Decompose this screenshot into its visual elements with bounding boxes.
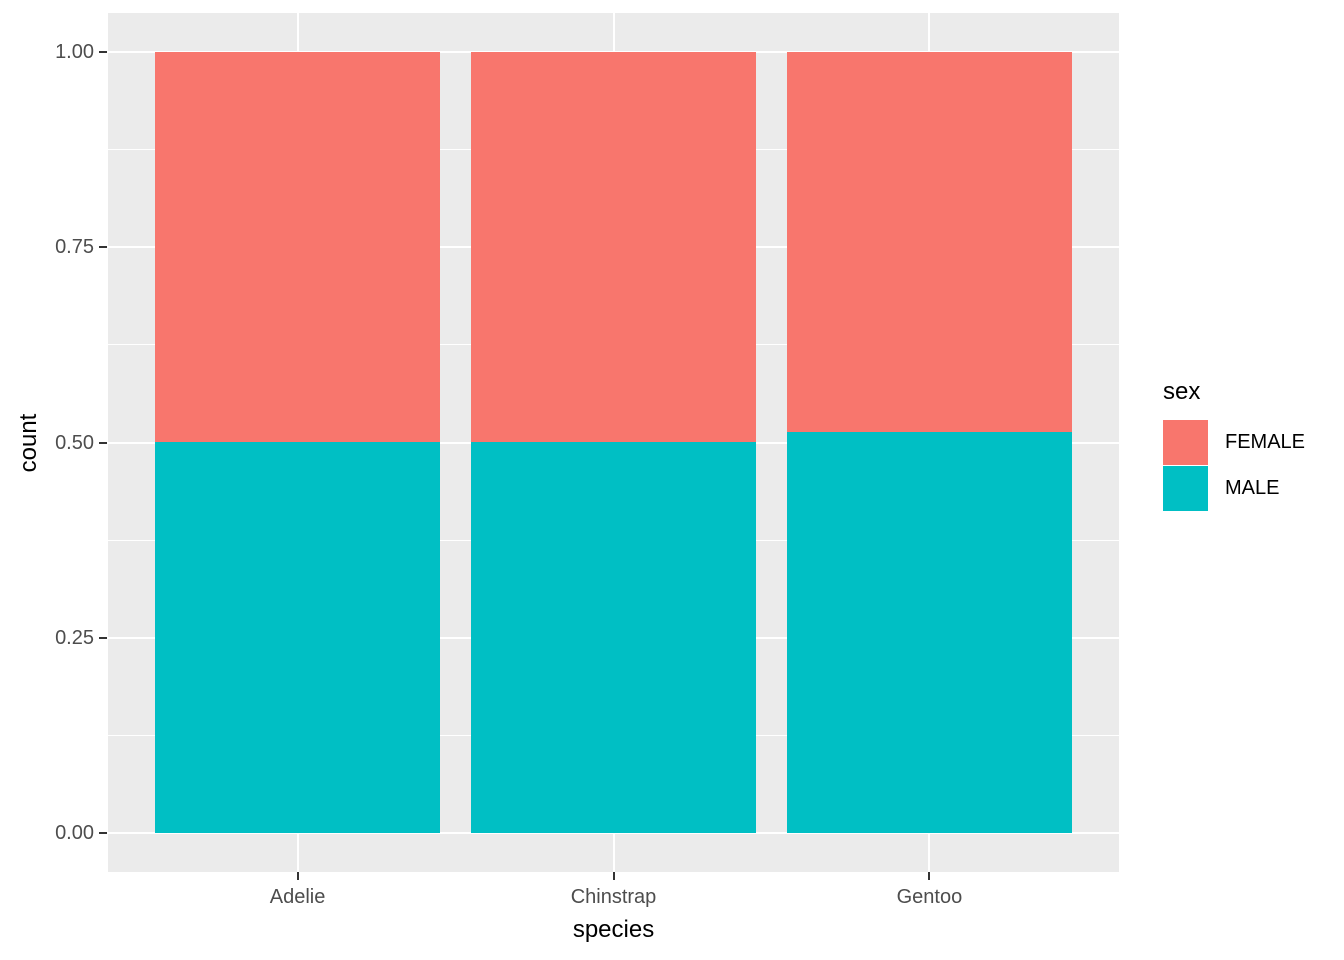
y-tick-label-1.00: 1.00 [55,41,94,64]
legend: sex FEMALE MALE [1163,378,1305,512]
y-tick-mark-0.50 [99,441,107,444]
legend-label-female: FEMALE [1225,431,1306,453]
plot-panel [108,13,1119,872]
legend-label-male: MALE [1225,477,1280,499]
bar-segment-gentoo-female [787,52,1072,433]
x-tick-mark-chinstrap [612,872,615,880]
bar-segment-chinstrap-male [471,442,756,833]
legend-item-male: MALE [1163,466,1305,511]
y-tick-label-0.75: 0.75 [55,236,94,259]
legend-swatch-female [1163,420,1208,465]
bar-gentoo [787,52,1072,833]
bar-segment-adelie-male [155,442,440,833]
bar-adelie [155,52,440,833]
x-tick-label-gentoo: Gentoo [896,886,963,908]
x-axis-title: species [572,916,655,943]
x-tick-label-adelie: Adelie [269,886,326,908]
bar-segment-adelie-female [155,52,440,443]
y-tick-mark-0.00 [99,831,107,834]
y-tick-label-0.00: 0.00 [55,821,94,844]
bar-chinstrap [471,52,756,833]
bar-segment-chinstrap-female [471,52,756,443]
y-tick-label-0.25: 0.25 [55,626,94,649]
x-tick-label-chinstrap: Chinstrap [570,886,657,908]
y-tick-mark-0.25 [99,636,107,639]
legend-item-female: FEMALE [1163,420,1305,465]
legend-items: FEMALE MALE [1163,420,1305,511]
legend-swatch-male [1163,466,1208,511]
x-tick-mark-adelie [296,872,299,880]
y-tick-label-0.50: 0.50 [55,431,94,454]
legend-title: sex [1163,378,1201,405]
bar-segment-gentoo-male [787,432,1072,833]
x-tick-mark-gentoo [928,872,931,880]
y-tick-mark-0.75 [99,246,107,249]
y-tick-mark-1.00 [99,51,107,54]
